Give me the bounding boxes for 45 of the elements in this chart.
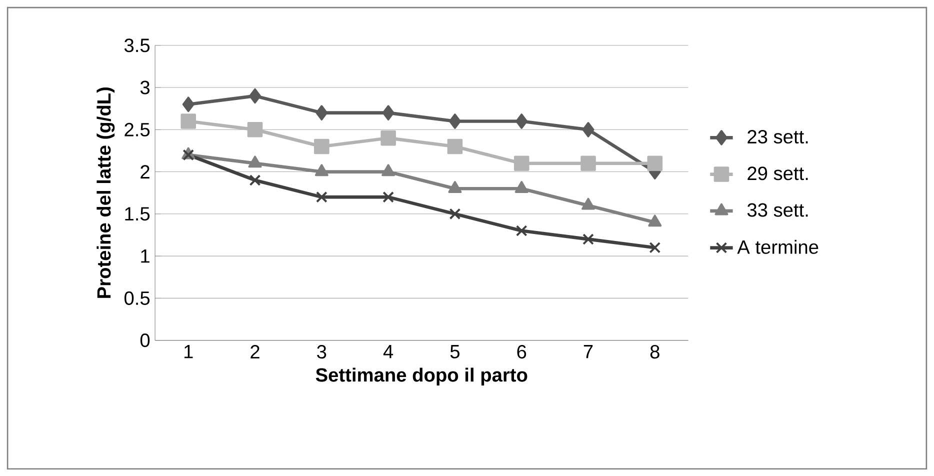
point: [516, 224, 528, 236]
y-axis-title: Proteine del latte (g/dL): [96, 87, 115, 298]
x-tick-label: 6: [517, 344, 526, 358]
x-tick-label: 8: [650, 344, 660, 358]
point: [448, 113, 461, 129]
legend-label: 23 sett.: [748, 130, 808, 144]
x-tick-label: 5: [450, 344, 460, 358]
legend-label: 29 sett.: [748, 166, 808, 180]
point: [182, 96, 194, 112]
point: [447, 138, 463, 154]
point: [582, 122, 594, 138]
y-tick-label: 0: [140, 333, 150, 347]
point: [316, 191, 328, 203]
point: [581, 198, 595, 210]
point: [514, 155, 530, 171]
point: [582, 233, 594, 245]
x-tick-label: 3: [317, 344, 326, 358]
x-tick-label: 7: [584, 344, 593, 358]
y-tick-label: 2: [140, 164, 150, 178]
point: [580, 155, 596, 171]
y-tick-label: 3: [140, 80, 150, 94]
x-tick-label: 1: [184, 344, 193, 358]
point: [380, 130, 396, 146]
x-tick-label: 4: [383, 344, 394, 358]
y-tick-label: 3.5: [124, 38, 150, 52]
legend-label: 33 sett.: [747, 203, 808, 217]
point: [180, 113, 196, 129]
y-tick-label: 2.5: [124, 122, 150, 136]
y-tick-label: 1.5: [125, 207, 150, 220]
point: [247, 122, 263, 138]
y-tick-label: 1: [141, 249, 150, 262]
x-tick-label: 2: [250, 344, 260, 358]
x-axis-title: Settimane dopo il parto: [316, 367, 528, 386]
point: [516, 113, 528, 129]
point: [316, 104, 328, 120]
y-tick-label: 0.5: [124, 291, 150, 305]
point: [449, 208, 461, 220]
point: [314, 138, 330, 154]
point: [649, 242, 661, 254]
point: [249, 88, 261, 104]
point: [382, 191, 394, 203]
point: [249, 174, 261, 186]
legend-label: A termine: [737, 240, 818, 254]
point: [382, 104, 394, 120]
point: [647, 155, 663, 171]
